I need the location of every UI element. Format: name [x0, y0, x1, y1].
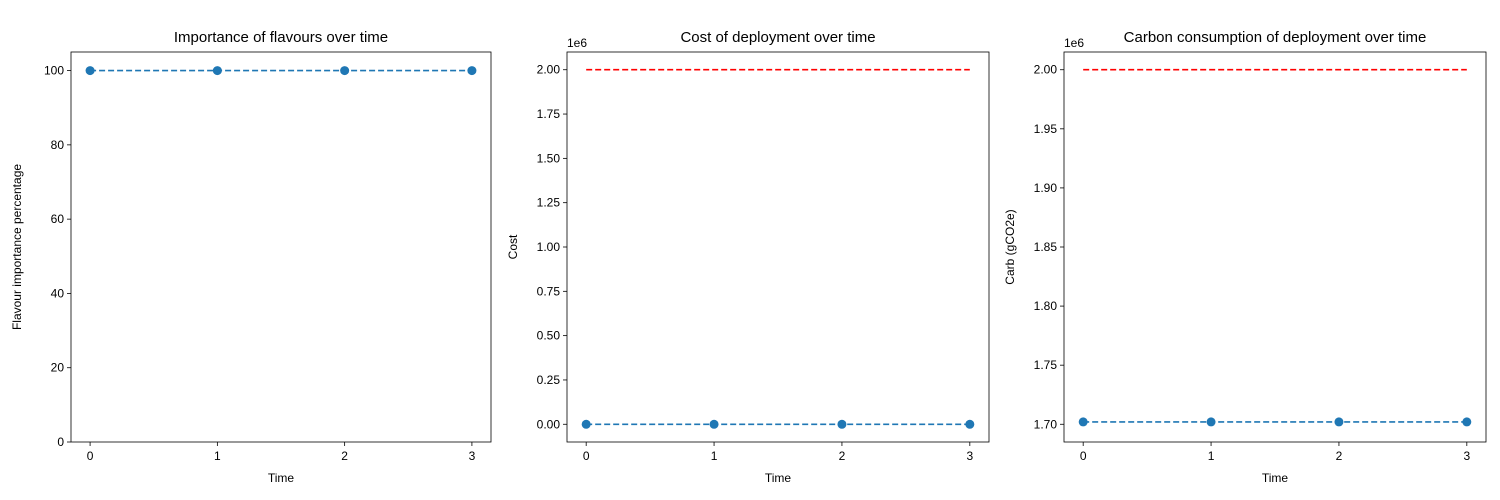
data-point: [467, 66, 477, 76]
y-tick-label: 1.75: [537, 107, 561, 121]
y-axis-label: Cost: [506, 234, 520, 259]
y-tick-label: 2.00: [537, 63, 561, 77]
y-tick-label: 60: [51, 212, 65, 226]
y-tick-label: 100: [44, 64, 64, 78]
y-tick-label: 20: [51, 361, 65, 375]
data-point: [85, 66, 95, 76]
x-tick-label: 1: [214, 449, 221, 463]
y-tick-label: 1.95: [1034, 122, 1058, 136]
y-offset-label: 1e6: [567, 36, 587, 50]
x-tick-label: 1: [1208, 449, 1215, 463]
chart-title: Cost of deployment over time: [680, 29, 875, 46]
y-tick-label: 1.00: [537, 240, 561, 254]
y-tick-label: 1.25: [537, 196, 561, 210]
y-tick-label: 0.75: [537, 284, 561, 298]
y-tick-label: 0.25: [537, 373, 561, 387]
y-axis-label: Flavour importance percentage: [10, 164, 24, 330]
y-tick-label: 1.85: [1034, 240, 1058, 254]
chart-panel-2: Cost of deployment over time 0 1 2 3 0.00 0.25…: [506, 29, 990, 485]
chart-panel-1: Importance of flavours over time 0 1 2 3 0 20 4…: [10, 29, 492, 485]
y-tick-label: 1.80: [1034, 299, 1058, 313]
y-tick-label: 40: [51, 286, 65, 300]
x-tick-label: 0: [583, 449, 590, 463]
y-tick-label: 0.50: [537, 329, 561, 343]
data-point: [965, 419, 975, 429]
y-tick-label: 1.70: [1034, 417, 1058, 431]
chart-panel-3: Carbon consumption of deployment over ti…: [1003, 29, 1487, 485]
plot-frame: [1063, 51, 1487, 443]
x-axis-label: Time: [268, 471, 295, 485]
data-point: [212, 66, 222, 76]
x-tick-label: 3: [469, 449, 476, 463]
chart-title: Importance of flavours over time: [174, 29, 388, 46]
data-point: [581, 419, 591, 429]
data-point: [1462, 417, 1472, 427]
x-tick-label: 3: [966, 449, 973, 463]
x-tick-label: 3: [1463, 449, 1470, 463]
data-point: [340, 66, 350, 76]
y-axis-label: Carb (gCO2e): [1003, 209, 1017, 284]
plot-frame: [70, 51, 492, 443]
y-tick-label: 0: [57, 435, 64, 449]
y-tick-label: 1.75: [1034, 358, 1058, 372]
y-tick-label: 80: [51, 138, 65, 152]
data-point: [1078, 417, 1088, 427]
y-offset-label: 1e6: [1064, 36, 1084, 50]
y-tick-label: 1.50: [537, 151, 561, 165]
x-axis-label: Time: [1262, 471, 1289, 485]
data-point: [1206, 417, 1216, 427]
y-tick-label: 1.90: [1034, 181, 1058, 195]
y-tick-label: 2.00: [1034, 63, 1058, 77]
x-tick-label: 0: [1080, 449, 1087, 463]
data-point: [709, 419, 719, 429]
chart-title: Carbon consumption of deployment over ti…: [1124, 29, 1427, 46]
x-tick-label: 1: [711, 449, 718, 463]
data-point: [1334, 417, 1344, 427]
x-axis-label: Time: [765, 471, 792, 485]
x-tick-label: 2: [1336, 449, 1343, 463]
data-point: [837, 419, 847, 429]
x-tick-label: 0: [87, 449, 94, 463]
x-tick-label: 2: [839, 449, 846, 463]
y-tick-label: 0.00: [537, 417, 561, 431]
plot-frame: [566, 51, 990, 443]
x-tick-label: 2: [341, 449, 348, 463]
